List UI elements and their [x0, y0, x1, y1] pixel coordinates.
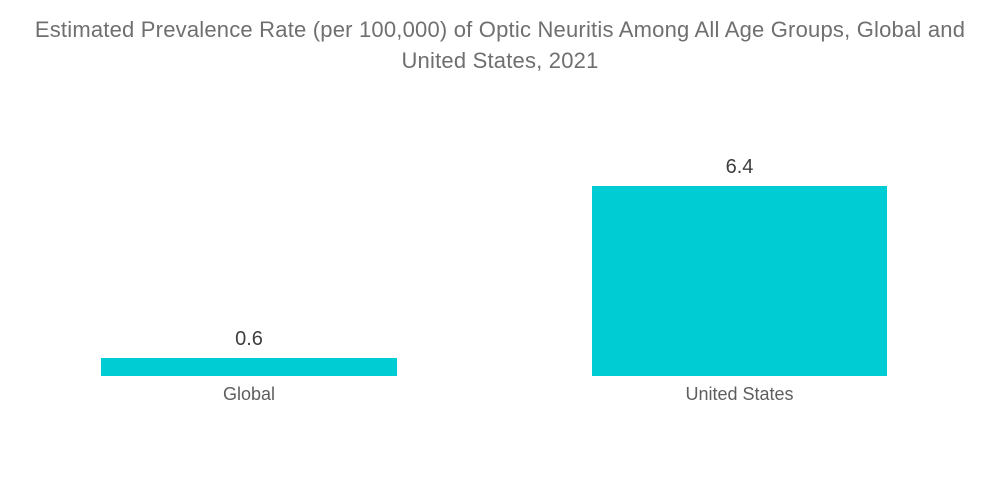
- value-label-united-states: 6.4: [725, 156, 754, 178]
- bar-global: [101, 358, 397, 376]
- value-label-global: 0.6: [235, 328, 263, 350]
- bar-united-states: [592, 186, 887, 376]
- category-label-united-states: United States: [685, 384, 794, 404]
- category-label-global: Global: [222, 384, 276, 404]
- chart-title: Estimated Prevalence Rate (per 100,000) …: [34, 17, 966, 74]
- bar-group-global: 0.6: [101, 328, 397, 376]
- bar-group-united-states: 6.4: [592, 156, 887, 376]
